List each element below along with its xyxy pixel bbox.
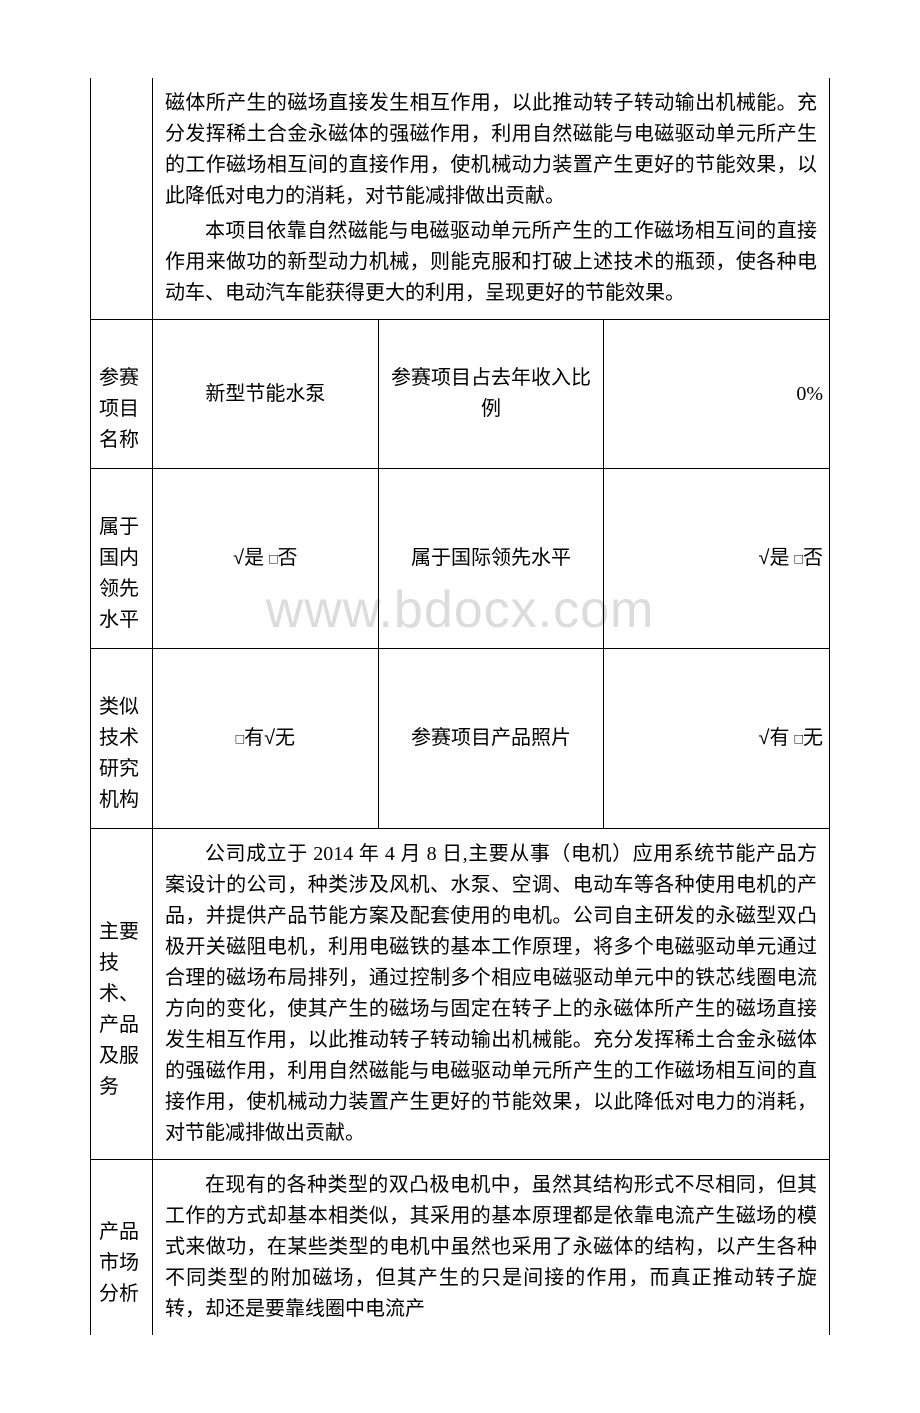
tech-row: 主要技术、产品及服务 公司成立于 2014 年 4 月 8 日,主要从事（电机）… xyxy=(91,829,830,1160)
similar-label: 类似技术研究机构 xyxy=(91,649,153,829)
domestic-val2: 属于国际领先水平 xyxy=(378,469,604,649)
project-row: 参赛项目名称 新型节能水泵 参赛项目占去年收入比例 0% xyxy=(91,320,830,469)
intro-label-cell xyxy=(91,78,153,320)
intro-para1: 磁体所产生的磁场直接发生相互作用，以此推动转子转动输出机械能。充分发挥稀土合金永… xyxy=(165,88,817,212)
document-content: 磁体所产生的磁场直接发生相互作用，以此推动转子转动输出机械能。充分发挥稀土合金永… xyxy=(90,78,830,1335)
similar-val3: √有 □无 xyxy=(604,649,830,829)
project-val1: 新型节能水泵 xyxy=(153,320,379,469)
tech-label: 主要技术、产品及服务 xyxy=(91,829,153,1160)
domestic-val1: √是 □否 xyxy=(153,469,379,649)
similar-val1: □有√无 xyxy=(153,649,379,829)
market-label: 产品市场分析 xyxy=(91,1160,153,1336)
tech-para: 公司成立于 2014 年 4 月 8 日,主要从事（电机）应用系统节能产品方案设… xyxy=(165,839,817,1149)
intro-para2: 本项目依靠自然磁能与电磁驱动单元所产生的工作磁场相互间的直接作用来做功的新型动力… xyxy=(165,216,817,309)
market-row: 产品市场分析 在现有的各种类型的双凸极电机中，虽然其结构形式不尽相同，但其工作的… xyxy=(91,1160,830,1336)
intro-text-cell: 磁体所产生的磁场直接发生相互作用，以此推动转子转动输出机械能。充分发挥稀土合金永… xyxy=(153,78,830,320)
form-table: 磁体所产生的磁场直接发生相互作用，以此推动转子转动输出机械能。充分发挥稀土合金永… xyxy=(90,78,830,1335)
project-label: 参赛项目名称 xyxy=(91,320,153,469)
intro-row: 磁体所产生的磁场直接发生相互作用，以此推动转子转动输出机械能。充分发挥稀土合金永… xyxy=(91,78,830,320)
domestic-row: 属于国内领先水平 √是 □否 属于国际领先水平 √是 □否 xyxy=(91,469,830,649)
domestic-val3: √是 □否 xyxy=(604,469,830,649)
tech-text-cell: 公司成立于 2014 年 4 月 8 日,主要从事（电机）应用系统节能产品方案设… xyxy=(153,829,830,1160)
domestic-label: 属于国内领先水平 xyxy=(91,469,153,649)
project-val2: 参赛项目占去年收入比例 xyxy=(378,320,604,469)
similar-val2: 参赛项目产品照片 xyxy=(378,649,604,829)
market-text-cell: 在现有的各种类型的双凸极电机中，虽然其结构形式不尽相同，但其工作的方式却基本相类… xyxy=(153,1160,830,1336)
similar-row: 类似技术研究机构 □有√无 参赛项目产品照片 √有 □无 xyxy=(91,649,830,829)
project-val3: 0% xyxy=(604,320,830,469)
